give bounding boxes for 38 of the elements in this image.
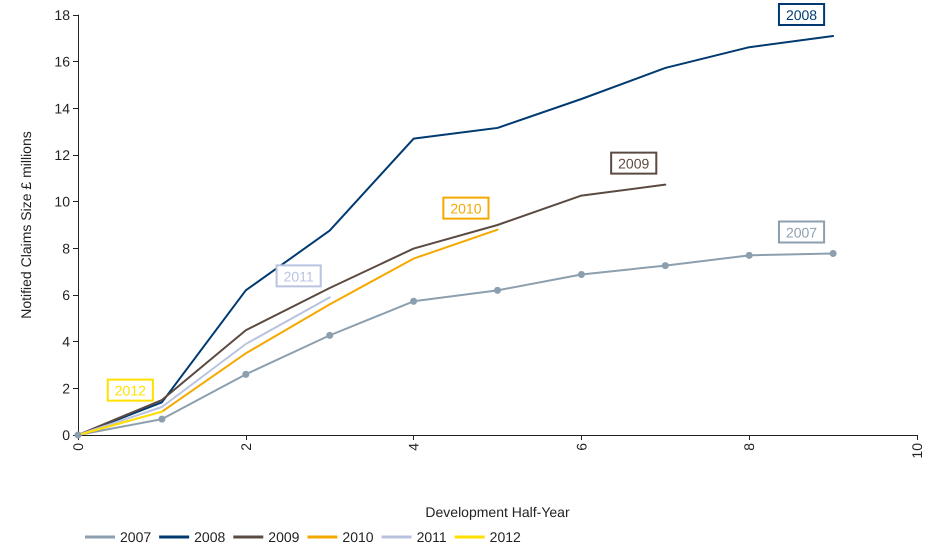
point xyxy=(410,298,418,305)
point xyxy=(746,252,753,259)
point xyxy=(242,370,250,378)
x-axis-title: Development Half-Year xyxy=(425,504,570,520)
point xyxy=(662,262,669,270)
y-tick-label: 10 xyxy=(54,194,70,210)
legend-label: 2011 xyxy=(416,529,447,545)
y-tick-label: 4 xyxy=(62,334,70,350)
x-tick-label: 10 xyxy=(909,442,925,459)
y-tick-label: 6 xyxy=(62,287,70,303)
y-tick-label: 2 xyxy=(62,380,70,396)
y-tick-label: 16 xyxy=(54,54,70,70)
legend-label: 2008 xyxy=(194,529,226,545)
y-tick-label: 12 xyxy=(54,147,70,163)
text: 2011 xyxy=(284,268,314,284)
x-tick-label: 6 xyxy=(573,442,590,451)
text: 2009 xyxy=(618,156,650,172)
text: 2008 xyxy=(786,7,818,23)
point xyxy=(578,270,585,278)
legend-label: 2012 xyxy=(490,529,522,545)
x-tick-label: 4 xyxy=(406,442,422,451)
x-tick-label: 0 xyxy=(70,442,86,451)
x-tick-label: 2 xyxy=(238,442,254,451)
legend-label: 2010 xyxy=(342,529,374,545)
point xyxy=(326,332,334,339)
legend-label: 2007 xyxy=(120,529,152,545)
y-tick-label: 14 xyxy=(54,100,70,116)
point xyxy=(830,250,837,257)
y-axis-title: Notified Claims Size £ millions xyxy=(18,131,34,319)
text: 2012 xyxy=(114,382,146,399)
point xyxy=(158,416,166,423)
text: 2007 xyxy=(786,224,818,240)
point xyxy=(494,286,501,294)
y-tick-label: 8 xyxy=(62,240,70,256)
x-tick-label: 8 xyxy=(741,442,758,451)
text: 2010 xyxy=(450,200,482,217)
legend-label: 2009 xyxy=(268,529,300,545)
y-tick-label: 18 xyxy=(54,7,70,23)
